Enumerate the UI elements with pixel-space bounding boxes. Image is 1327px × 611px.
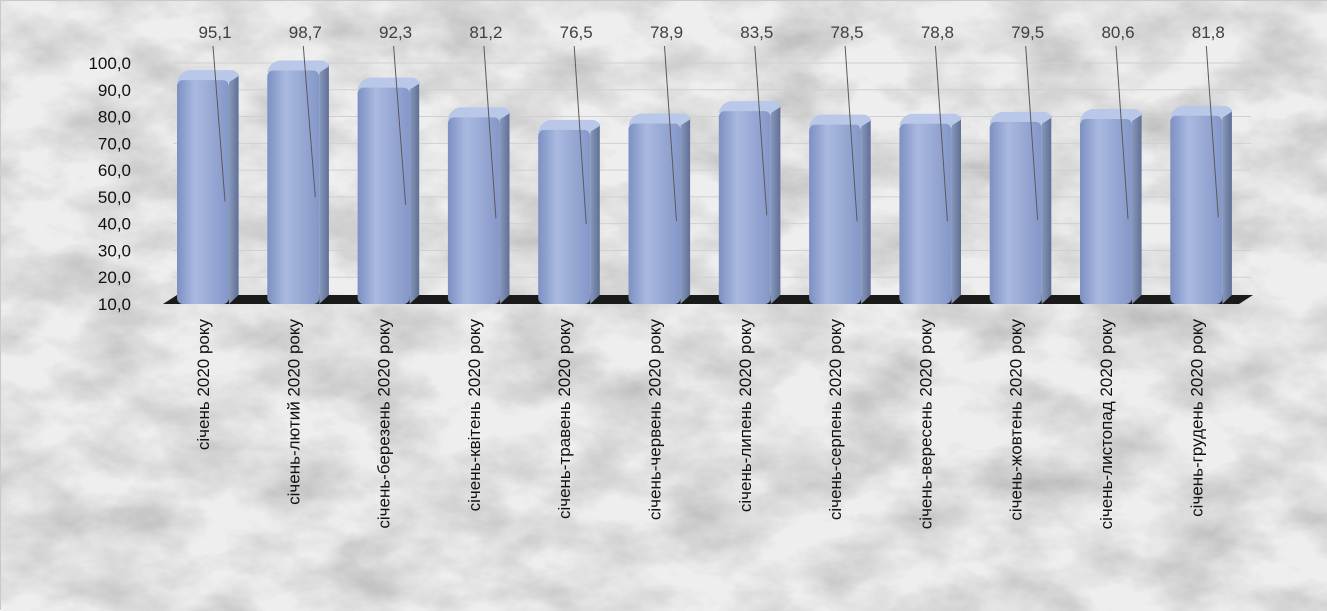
y-axis: 10,0 20,0 30,0 40,0 50,0 60,0 70,0 80,0 90,0 100,… bbox=[88, 54, 131, 314]
bar-top bbox=[718, 101, 781, 114]
data-label: 81,2 bbox=[469, 23, 502, 42]
x-tick-label: січень-травень 2020 року bbox=[555, 319, 574, 520]
bar-side bbox=[590, 123, 600, 304]
data-label: 95,1 bbox=[198, 23, 231, 42]
bar bbox=[177, 80, 229, 304]
bar-top bbox=[899, 113, 961, 126]
bar bbox=[989, 121, 1042, 305]
data-label: 83,5 bbox=[740, 23, 773, 42]
y-tick-label: 60,0 bbox=[98, 161, 131, 180]
data-label: 80,6 bbox=[1101, 23, 1134, 42]
label-leader bbox=[844, 45, 858, 222]
x-tick-label: січень-червень 2020 року bbox=[646, 319, 665, 521]
bar-top bbox=[538, 119, 600, 132]
y-tick-label: 10,0 bbox=[98, 295, 131, 314]
y-tick-label: 100,0 bbox=[88, 54, 131, 73]
bar-top bbox=[267, 60, 329, 73]
bar-side bbox=[409, 81, 420, 304]
y-tick-label: 80,0 bbox=[98, 108, 131, 127]
label-leader bbox=[393, 45, 407, 205]
data-label: 81,8 bbox=[1192, 23, 1225, 42]
bar-top bbox=[1170, 105, 1232, 118]
x-tick-label: січень-березень 2020 року bbox=[375, 319, 394, 529]
bar-side bbox=[680, 117, 691, 304]
bar bbox=[899, 123, 952, 304]
bars bbox=[177, 60, 1232, 305]
label-leader bbox=[302, 45, 316, 198]
x-tick-label: січень-серпень 2020 року bbox=[826, 319, 845, 521]
bar-side bbox=[499, 111, 510, 304]
bar bbox=[718, 111, 771, 304]
data-label: 79,5 bbox=[1011, 23, 1044, 42]
label-leader bbox=[1115, 45, 1129, 219]
x-tick-label: січень-грудень 2020 року bbox=[1187, 319, 1206, 517]
x-tick-label: січень-лютий 2020 року bbox=[284, 319, 303, 505]
data-label: 92,3 bbox=[379, 23, 412, 42]
y-tick-label: 40,0 bbox=[98, 215, 131, 234]
x-tick-label: січень-липень 2020 року bbox=[736, 319, 755, 513]
label-leader bbox=[754, 45, 768, 216]
bar-top bbox=[628, 113, 691, 126]
bar-top bbox=[357, 77, 420, 90]
y-tick-label: 20,0 bbox=[98, 268, 131, 287]
data-label: 98,7 bbox=[289, 23, 322, 42]
x-tick-label: січень-листопад 2020 року bbox=[1097, 319, 1116, 530]
bar-side bbox=[319, 64, 329, 304]
x-tick-label: січень-жовтень 2020 року bbox=[1007, 319, 1026, 521]
x-tick-label: січень-вересень 2020 року bbox=[916, 319, 935, 530]
bar-top bbox=[177, 70, 239, 83]
label-leader bbox=[573, 45, 587, 224]
data-labels: 95,1 98,7 92,3 81,2 76,5 78,9 83,5 78,5 78,8 79,5… bbox=[198, 23, 1224, 42]
bar-side bbox=[951, 117, 961, 304]
bar bbox=[357, 87, 410, 304]
bar bbox=[1170, 115, 1223, 304]
y-tick-label: 70,0 bbox=[98, 134, 131, 153]
bar-top bbox=[1080, 108, 1142, 121]
data-label: 78,5 bbox=[831, 23, 864, 42]
y-tick-label: 90,0 bbox=[98, 81, 131, 100]
x-tick-label: січень-квітень 2020 року bbox=[465, 319, 484, 512]
x-axis: січень 2020 року січень-лютий 2020 року сі… bbox=[194, 319, 1206, 530]
chart-floor bbox=[163, 295, 1253, 304]
label-leader bbox=[1205, 45, 1219, 218]
x-tick-label: січень 2020 року bbox=[194, 319, 213, 451]
bar bbox=[267, 70, 320, 304]
data-label: 78,9 bbox=[650, 23, 683, 42]
bar bbox=[447, 117, 500, 304]
label-leader bbox=[212, 45, 226, 202]
bar-side bbox=[861, 118, 871, 304]
bar-top bbox=[447, 107, 510, 120]
label-leader bbox=[483, 45, 497, 219]
label-leader bbox=[1025, 45, 1039, 221]
bar bbox=[628, 123, 681, 304]
floor-plane bbox=[163, 295, 1253, 304]
bar-side bbox=[1222, 109, 1232, 304]
gridlines bbox=[173, 62, 1251, 278]
data-label: 76,5 bbox=[560, 23, 593, 42]
label-leaders bbox=[212, 45, 1219, 224]
bar bbox=[538, 129, 591, 304]
bar-top bbox=[989, 111, 1052, 124]
bar-side bbox=[1041, 115, 1052, 305]
bar-side bbox=[1132, 112, 1142, 305]
bar-side bbox=[229, 74, 239, 304]
bar bbox=[809, 124, 862, 304]
label-leader bbox=[934, 45, 948, 222]
label-leader bbox=[664, 45, 677, 222]
bar-side bbox=[770, 105, 781, 304]
data-label: 78,8 bbox=[921, 23, 954, 42]
y-tick-label: 30,0 bbox=[98, 241, 131, 260]
bar bbox=[1080, 118, 1132, 305]
bar-top bbox=[809, 114, 871, 127]
y-tick-label: 50,0 bbox=[98, 188, 131, 207]
